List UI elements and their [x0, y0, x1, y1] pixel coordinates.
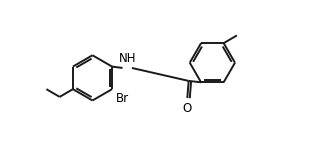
Text: NH: NH: [118, 52, 136, 65]
Text: Br: Br: [116, 92, 129, 105]
Text: O: O: [182, 102, 191, 115]
